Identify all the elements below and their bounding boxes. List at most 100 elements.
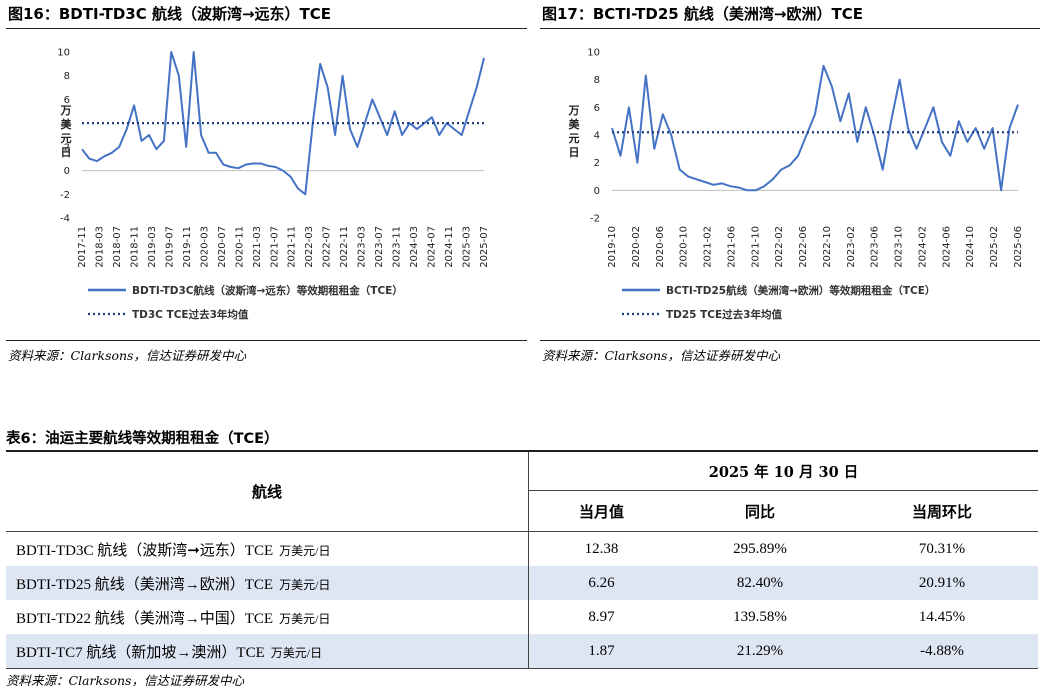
table-row: BDTI-TC7 航线（新加坡→澳洲）TCE 万美元/日 1.87 21.29% … bbox=[6, 634, 1038, 669]
x-tick-label: 2023-07 bbox=[374, 226, 385, 268]
month-value: 12.38 bbox=[584, 540, 619, 557]
x-tick-label: 2022-06 bbox=[798, 226, 809, 268]
col-yoy: 同比 bbox=[674, 490, 846, 532]
x-tick-label: 2024-02 bbox=[917, 226, 928, 268]
x-tick-label: 2021-02 bbox=[703, 226, 714, 268]
figure-17-title: 图17：BCTI-TD25 航线（美洲湾→欧洲）TCE bbox=[540, 0, 1040, 29]
route-name: BDTI-TC7 航线（新加坡→澳洲）TCE bbox=[16, 644, 265, 661]
x-tick-label: 2021-06 bbox=[726, 226, 737, 268]
y-axis-label: 元 bbox=[61, 132, 72, 145]
y-axis-label: 日 bbox=[569, 146, 580, 159]
y-tick-label: 6 bbox=[594, 103, 600, 114]
tce-table: 航线 2025 年 10 月 30 日 当月值 同比 当周环比 BDTI-TD3… bbox=[6, 452, 1038, 669]
table-row: BDTI-TD25 航线（美洲湾→欧洲）TCE 万美元/日 6.26 82.40%… bbox=[6, 566, 1038, 600]
y-tick-label: -2 bbox=[590, 214, 600, 225]
route-unit: 万美元/日 bbox=[279, 577, 331, 592]
y-tick-label: 2 bbox=[594, 158, 600, 169]
figure-16-title: 图16：BDTI-TD3C 航线（波斯湾→远东）TCE bbox=[6, 0, 527, 29]
wow-value: -4.88% bbox=[846, 634, 1038, 669]
y-axis-label: 美 bbox=[61, 117, 73, 131]
figure-17: 图17：BCTI-TD25 航线（美洲湾→欧洲）TCE -2 0 2 4 6 8 10 万美元… bbox=[540, 0, 1040, 363]
x-tick-label: 2020-10 bbox=[679, 226, 690, 268]
x-tick-label: 2021-10 bbox=[750, 226, 761, 268]
x-tick-label: 2025-02 bbox=[989, 226, 1000, 268]
x-tick-label: 2022-10 bbox=[822, 226, 833, 268]
x-tick-label: 2022-11 bbox=[339, 226, 350, 268]
y-axis-label: 日 bbox=[61, 146, 72, 159]
x-tick-label: 2022-07 bbox=[322, 226, 333, 268]
month-value: 8.97 bbox=[588, 608, 615, 625]
x-tick-label: 2023-11 bbox=[392, 226, 403, 268]
x-tick-label: 2021-03 bbox=[252, 226, 263, 268]
wow-value: 70.31% bbox=[918, 540, 966, 557]
y-axis-label: 元 bbox=[569, 132, 580, 145]
tce-series-line bbox=[611, 64, 1019, 192]
yoy-value: 82.40% bbox=[674, 566, 846, 600]
date-header: 2025 年 10 月 30 日 bbox=[528, 452, 1038, 491]
y-tick-label: 2 bbox=[64, 142, 70, 153]
y-tick-label: -4 bbox=[60, 214, 70, 225]
x-tick-label: 2021-07 bbox=[269, 226, 280, 268]
route-name: BDTI-TD25 航线（美洲湾→欧洲）TCE bbox=[16, 576, 274, 593]
figure-17-source: 资料来源：Clarksons，信达证券研发中心 bbox=[542, 348, 780, 363]
figure-16: 图16：BDTI-TD3C 航线（波斯湾→远东）TCE -4 -2 0 2 4 6 8 10 万… bbox=[6, 0, 527, 363]
y-tick-label: 0 bbox=[594, 186, 600, 197]
route-name: BDTI-TD22 航线（美洲湾→中国）TCE bbox=[16, 610, 274, 627]
x-tick-label: 2024-03 bbox=[409, 226, 420, 268]
x-tick-label: 2018-07 bbox=[112, 226, 123, 268]
table-6-title: 表6：油运主要航线等效期租租金（TCE） bbox=[6, 428, 1038, 452]
x-tick-label: 2024-06 bbox=[941, 226, 952, 268]
x-tick-label: 2023-10 bbox=[894, 226, 905, 268]
y-tick-label: 8 bbox=[64, 71, 70, 82]
x-tick-label: 2024-11 bbox=[444, 226, 455, 268]
figure-16-source: 资料来源：Clarksons，信达证券研发中心 bbox=[8, 348, 246, 363]
table-source: 资料来源：Clarksons，信达证券研发中心 bbox=[6, 673, 244, 688]
x-tick-label: 2023-03 bbox=[357, 226, 368, 268]
y-tick-label: 10 bbox=[57, 48, 70, 59]
x-tick-label: 2020-03 bbox=[199, 226, 210, 268]
x-tick-label: 2021-11 bbox=[287, 226, 298, 268]
yoy-value: 139.58% bbox=[733, 608, 787, 625]
x-tick-label: 2019-07 bbox=[164, 226, 175, 268]
x-tick-label: 2019-11 bbox=[182, 226, 193, 268]
route-name: BDTI-TD3C 航线（波斯湾➞远东）TCE bbox=[16, 542, 274, 559]
x-tick-label: 2018-11 bbox=[129, 226, 140, 268]
x-tick-label: 2018-03 bbox=[94, 226, 105, 268]
x-tick-label: 2025-07 bbox=[479, 226, 490, 268]
route-unit: 万美元/日 bbox=[279, 611, 331, 626]
col-wow: 当周环比 bbox=[846, 490, 1038, 532]
x-tick-label: 2019-10 bbox=[607, 226, 618, 268]
y-tick-label: 0 bbox=[64, 166, 70, 177]
yoy-value: 21.29% bbox=[674, 634, 846, 669]
x-tick-label: 2022-02 bbox=[774, 226, 785, 268]
x-tick-label: 2017-11 bbox=[77, 226, 88, 268]
legend-entry-average: TD25 TCE过去3年均值 bbox=[666, 308, 782, 321]
x-tick-label: 2024-10 bbox=[965, 226, 976, 268]
y-tick-label: 4 bbox=[594, 131, 600, 142]
wow-value: 14.45% bbox=[918, 608, 966, 625]
x-tick-label: 2020-07 bbox=[217, 226, 228, 268]
y-tick-label: 4 bbox=[64, 119, 70, 130]
x-tick-label: 2020-11 bbox=[234, 226, 245, 268]
x-tick-label: 2024-07 bbox=[427, 226, 438, 268]
route-header: 航线 bbox=[6, 452, 529, 532]
y-tick-label: -2 bbox=[60, 190, 70, 201]
x-tick-label: 2023-02 bbox=[846, 226, 857, 268]
x-tick-label: 2023-06 bbox=[870, 226, 881, 268]
table-row: BDTI-TD22 航线（美洲湾→中国）TCE 万美元/日 8.97 139.58… bbox=[6, 600, 1038, 634]
x-tick-label: 2020-06 bbox=[655, 226, 666, 268]
table-row: BDTI-TD3C 航线（波斯湾➞远东）TCE 万美元/日 12.38 295.8… bbox=[6, 531, 1038, 566]
legend-entry-series: BCTI-TD25航线（美洲湾→欧洲）等效期租租金（TCE） bbox=[666, 284, 935, 297]
y-tick-label: 8 bbox=[594, 75, 600, 86]
x-tick-label: 2020-02 bbox=[631, 226, 642, 268]
yoy-value: 295.89% bbox=[733, 540, 787, 557]
month-value: 1.87 bbox=[528, 634, 675, 669]
y-axis-label: 美 bbox=[569, 117, 581, 131]
legend-entry-series: BDTI-TD3C航线（波斯湾→远东）等效期租租金（TCE） bbox=[132, 284, 403, 297]
x-tick-label: 2025-06 bbox=[1013, 226, 1024, 268]
month-value: 6.26 bbox=[528, 566, 675, 600]
route-unit: 万美元/日 bbox=[270, 645, 323, 660]
legend-entry-average: TD3C TCE过去3年均值 bbox=[132, 308, 249, 321]
